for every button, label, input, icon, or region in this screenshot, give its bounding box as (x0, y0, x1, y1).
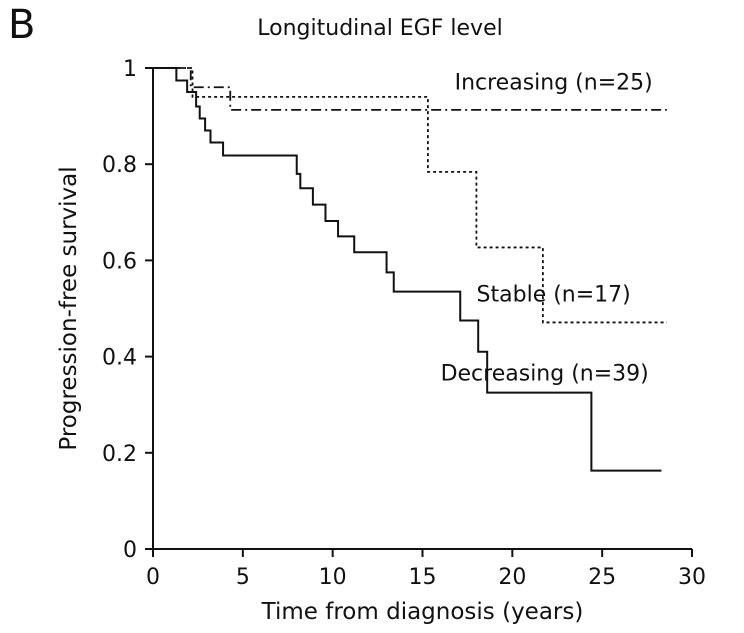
ticks: 0 5 10 15 20 25 30 0 0.2 0.4 0.6 0.8 1 (102, 57, 706, 590)
series-line-stable (153, 67, 667, 324)
y-tick-label: 1 (123, 57, 137, 82)
series-labels: Increasing (n=25) Stable (n=17) Decreasing… (441, 71, 653, 387)
x-tick-label: 30 (678, 565, 706, 590)
x-tick-label: 25 (588, 565, 616, 590)
x-tick-label: 15 (409, 565, 437, 590)
chart-title: Longitudinal EGF level (257, 16, 503, 41)
axes (152, 68, 692, 550)
y-tick-label: 0.6 (102, 249, 137, 274)
series-label-decreasing: Decreasing (n=39) (441, 362, 649, 387)
x-tick-label: 5 (236, 565, 250, 590)
y-axis-label: Progression-free survival (56, 166, 82, 450)
x-tick-label: 20 (498, 565, 526, 590)
y-tick-label: 0.2 (102, 442, 137, 467)
x-tick-label: 0 (146, 565, 160, 590)
panel-letter: B (8, 2, 36, 48)
series-label-stable: Stable (n=17) (477, 282, 631, 307)
series-line-increasing (153, 67, 667, 111)
y-tick-label: 0.8 (102, 153, 137, 178)
series-line-decreasing (153, 67, 662, 472)
series-label-increasing: Increasing (n=25) (455, 71, 653, 96)
y-tick-label: 0 (123, 538, 137, 563)
x-axis-label: Time from diagnosis (years) (261, 599, 584, 625)
series-group (153, 67, 667, 472)
y-tick-label: 0.4 (102, 346, 137, 371)
x-tick-label: 10 (319, 565, 347, 590)
